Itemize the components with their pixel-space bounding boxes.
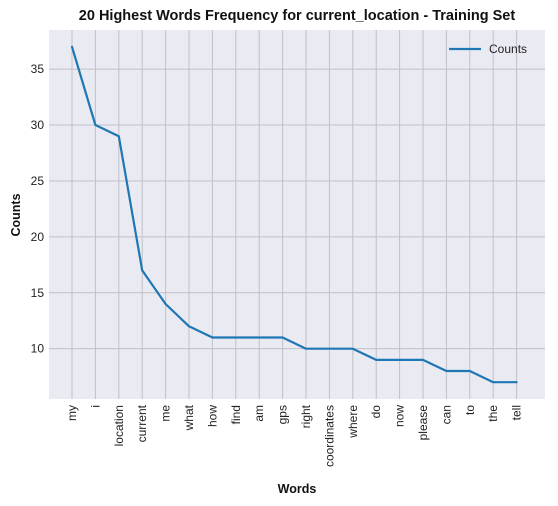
- legend-label: Counts: [489, 42, 527, 56]
- y-tick-label: 15: [31, 286, 45, 300]
- x-axis-ticks: my i location current me what how find am gps righ…: [65, 404, 524, 467]
- x-axis-label: Words: [278, 482, 317, 496]
- x-tick-label: location: [112, 405, 126, 446]
- x-tick-label: am: [252, 405, 266, 422]
- y-tick-label: 25: [31, 174, 45, 188]
- legend: Counts: [449, 42, 527, 56]
- x-tick-label: where: [346, 405, 360, 439]
- x-tick-label: please: [416, 405, 430, 441]
- x-tick-label: my: [65, 405, 79, 421]
- x-tick-label: me: [159, 405, 173, 422]
- x-tick-label: gps: [276, 405, 290, 424]
- y-axis-label: Counts: [9, 193, 23, 236]
- y-tick-label: 20: [31, 230, 45, 244]
- x-tick-label: the: [486, 405, 500, 422]
- y-axis-ticks: 10 15 20 25 30 35: [31, 62, 45, 356]
- x-tick-label: to: [463, 405, 477, 415]
- chart-title: 20 Highest Words Frequency for current_l…: [79, 8, 516, 24]
- x-tick-label: now: [393, 405, 407, 427]
- x-tick-label: do: [369, 405, 383, 419]
- x-tick-label: tell: [510, 405, 524, 420]
- x-tick-label: what: [182, 404, 196, 431]
- y-tick-label: 10: [31, 342, 45, 356]
- x-tick-label: i: [88, 405, 102, 408]
- x-tick-label: current: [135, 404, 149, 442]
- series-line-counts: [70, 45, 518, 384]
- y-tick-label: 35: [31, 62, 45, 76]
- x-tick-label: how: [205, 405, 219, 427]
- x-tick-label: find: [229, 405, 243, 424]
- grid-lines: [49, 30, 545, 399]
- x-tick-label: right: [299, 404, 313, 428]
- series-layer: [70, 45, 518, 384]
- x-tick-label: can: [439, 405, 453, 424]
- y-tick-label: 30: [31, 118, 45, 132]
- x-tick-label: coordinates: [322, 405, 336, 467]
